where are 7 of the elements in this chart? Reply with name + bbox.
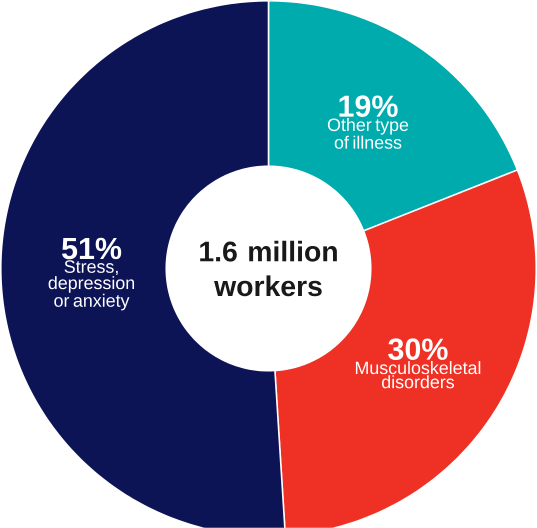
slice-label: Musculoskeletal disorders [356, 361, 480, 388]
slice-label: Other type of illness [328, 118, 408, 149]
data-label: 51% [62, 238, 122, 260]
data-label: 30% [388, 338, 448, 360]
text: 1.6 million workers [200, 240, 337, 296]
slice-label: Stress, depression or anxiety [48, 260, 134, 311]
data-label: 19% [339, 96, 398, 118]
